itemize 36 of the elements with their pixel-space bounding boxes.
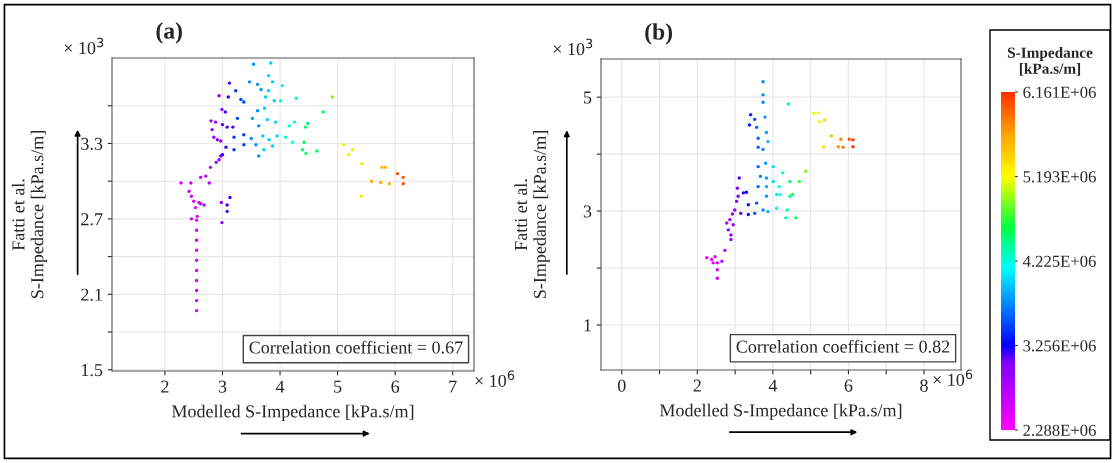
x-axis-title: Modelled S-Impedance [kPa.s/m] bbox=[659, 403, 902, 421]
color-bar-label: 6.161E+06 bbox=[1023, 86, 1096, 99]
y-tick-label: 2.1 bbox=[81, 288, 102, 301]
y-tick-label: 1.5 bbox=[81, 364, 103, 377]
y-tick-label: 3 bbox=[583, 205, 592, 218]
x-axis-title: Modelled S-Impedance [kPa.s/m] bbox=[171, 404, 414, 422]
chart-title: (b) bbox=[645, 23, 673, 45]
x-tick-label: 4 bbox=[768, 379, 778, 392]
color-bar-title: S-Impedance [kPa.s/m] bbox=[1007, 47, 1093, 76]
y-tick-label: 2.7 bbox=[81, 213, 103, 226]
x-tick-label: 5 bbox=[334, 380, 342, 393]
x-tick-label: 0 bbox=[617, 379, 626, 392]
y-tick-label: 5 bbox=[583, 91, 592, 104]
y-axis-title: Fatti et al. S-Impedance [kPa.s/m] bbox=[514, 131, 550, 299]
annotation: Correlation coefficient = 0.67 bbox=[249, 340, 463, 354]
color-bar-label: 2.288E+06 bbox=[1023, 424, 1096, 437]
x-tick-label: 2 bbox=[161, 380, 169, 393]
chart-title: (a) bbox=[156, 22, 182, 44]
x-tick-label: 4 bbox=[275, 380, 285, 393]
x-tick-label: 2 bbox=[693, 379, 701, 392]
y-axis-title: Fatti et al. S-Impedance [kPa.s/m] bbox=[11, 131, 48, 299]
x-tick-label: 6 bbox=[391, 380, 400, 393]
text: × 10$^{3}$ bbox=[553, 38, 593, 56]
x-tick-label: 8 bbox=[920, 379, 928, 392]
x-tick-label: 7 bbox=[449, 380, 457, 393]
text: × 10$^{3}$ bbox=[64, 37, 104, 55]
text: × 10$^{6}$ bbox=[475, 370, 515, 387]
color-bar-label: 4.225E+06 bbox=[1022, 255, 1096, 267]
annotation: × 10$^{6}$ bbox=[933, 369, 973, 386]
annotation: Correlation coefficient = 0.82 bbox=[736, 339, 950, 353]
y-tick-label: 3.3 bbox=[81, 137, 103, 150]
color-bar-label: 3.256E+06 bbox=[1023, 340, 1096, 352]
x-tick-label: 3 bbox=[218, 380, 227, 393]
y-tick-label: 1 bbox=[584, 319, 591, 332]
color-bar-label: 5.193E+06 bbox=[1023, 171, 1096, 183]
x-tick-label: 6 bbox=[844, 379, 853, 392]
